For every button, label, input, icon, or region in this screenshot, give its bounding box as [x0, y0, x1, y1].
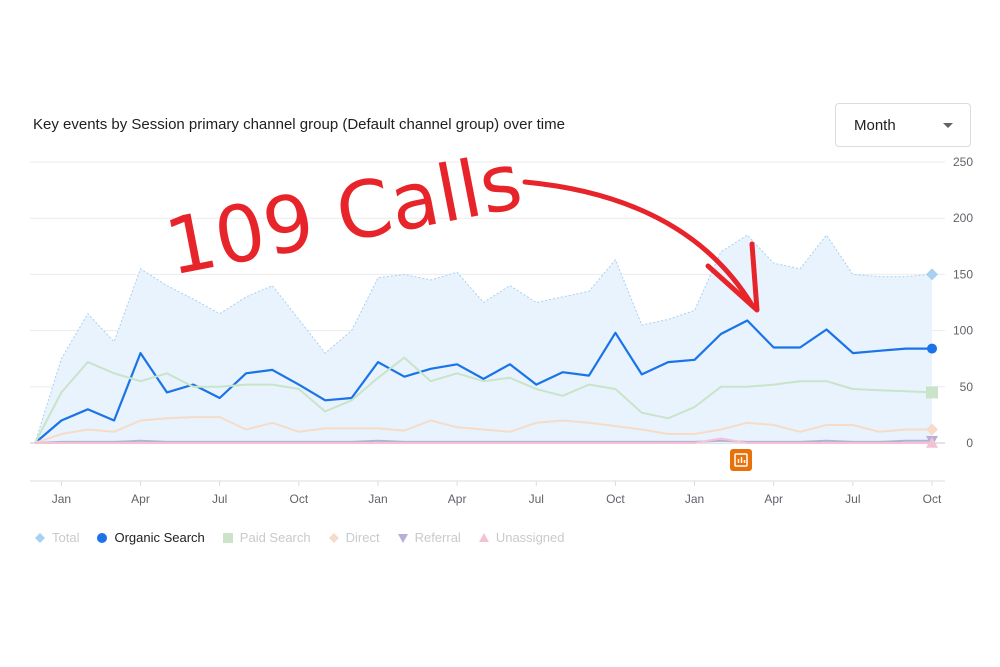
- x-tick-label: Oct: [289, 492, 308, 506]
- legend-label: Paid Search: [239, 530, 311, 545]
- legend-item-paid-search[interactable]: Paid Search: [221, 530, 311, 545]
- y-tick-label: 200: [953, 211, 973, 225]
- legend-diamond-icon: [35, 532, 45, 543]
- granularity-select-value: Month: [854, 116, 896, 134]
- chart-title: Key events by Session primary channel gr…: [33, 116, 565, 133]
- paid-search-end-point: [926, 386, 938, 399]
- annotation-arrow-head: [705, 241, 760, 313]
- unassigned-line: [35, 437, 932, 444]
- x-tick-label: Jul: [529, 492, 544, 506]
- chevron-down-icon: [943, 122, 953, 128]
- x-tick-label: Apr: [131, 492, 150, 506]
- annotation-badge-frame: [734, 453, 748, 467]
- organic-search-end-point: [927, 343, 937, 354]
- x-tick-label: Jan: [368, 492, 387, 506]
- legend-label: Total: [52, 530, 80, 545]
- legend-marker: [328, 532, 339, 543]
- x-tick-label: Oct: [923, 492, 942, 506]
- x-tick-label: Apr: [448, 492, 467, 506]
- legend-label: Organic Search: [114, 530, 205, 545]
- y-tick-label: 50: [960, 380, 974, 394]
- organic-search-line: [34, 319, 932, 444]
- y-tick-label: 150: [953, 267, 973, 281]
- legend-marker: [478, 532, 489, 542]
- x-tick-label: Jul: [212, 492, 227, 506]
- legend-label: Referral: [414, 530, 461, 545]
- legend-marker: [97, 532, 108, 543]
- direct-line: [34, 416, 932, 444]
- legend-label: Direct: [345, 530, 380, 545]
- x-tick-label: Jul: [845, 492, 860, 506]
- referral-line: [34, 439, 932, 444]
- annotation-text: 109 Calls: [158, 137, 528, 294]
- legend-marker: [35, 532, 45, 543]
- legend-item-organic-search[interactable]: Organic Search: [95, 530, 205, 545]
- y-tick-label: 0: [966, 436, 973, 450]
- unassigned-end-point: [926, 437, 938, 448]
- legend-label: Unassigned: [495, 530, 565, 545]
- x-tick-label: Jan: [685, 492, 704, 506]
- legend-marker: [397, 533, 408, 543]
- legend-square-icon: [222, 532, 233, 543]
- total-area: [35, 235, 932, 443]
- total-end-point: [926, 268, 938, 281]
- y-tick-label: 250: [953, 155, 973, 169]
- legend-circle-icon: [97, 532, 108, 543]
- legend-item-direct[interactable]: Direct: [327, 530, 380, 545]
- legend-item-referral[interactable]: Referral: [396, 530, 461, 545]
- x-tick-label: Jan: [52, 492, 71, 506]
- legend-triangle-up-icon: [478, 532, 489, 542]
- legend-marker: [222, 532, 233, 543]
- total-line: [34, 234, 933, 444]
- x-tick-label: Apr: [764, 492, 783, 506]
- granularity-select[interactable]: Month: [835, 103, 971, 147]
- x-tick-label: Oct: [606, 492, 625, 506]
- paid-search-line: [34, 356, 933, 444]
- y-tick-label: 100: [953, 324, 973, 338]
- chart-legend: Total Organic Search Paid Search Direct Refe…: [33, 530, 580, 545]
- legend-triangle-down-icon: [397, 533, 408, 543]
- legend-item-unassigned[interactable]: Unassigned: [477, 530, 565, 545]
- annotation-arrow: [522, 179, 755, 308]
- direct-end-point: [926, 423, 938, 436]
- legend-diamond-icon: [328, 532, 339, 543]
- legend-item-total[interactable]: Total: [33, 530, 79, 545]
